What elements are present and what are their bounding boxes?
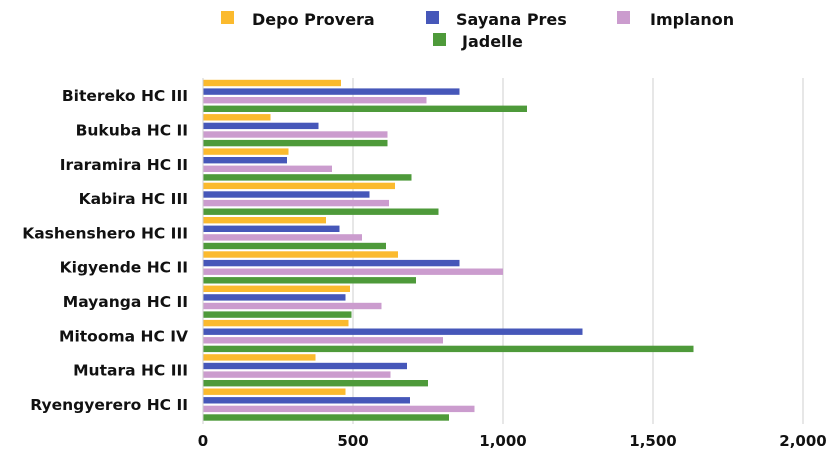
x-tick-label: 2,000 bbox=[779, 432, 826, 450]
category-label: Mutara HC III bbox=[73, 362, 188, 380]
category-label: Iraramira HC II bbox=[60, 156, 188, 174]
category-label: Kabira HC III bbox=[79, 190, 188, 208]
category-label: Kashenshero HC III bbox=[22, 224, 188, 242]
bar bbox=[203, 362, 407, 370]
x-tick-label: 1,000 bbox=[479, 432, 526, 450]
bar bbox=[203, 405, 475, 413]
category-label: Bitereko HC III bbox=[62, 87, 188, 105]
bar bbox=[203, 88, 460, 95]
legend-label: Implanon bbox=[650, 10, 734, 29]
tick-labels: 0 500 1,000 1,500 2,000 bbox=[198, 432, 827, 450]
x-tick-label: 500 bbox=[337, 432, 368, 450]
category-labels: Bitereko HC III Bukuba HC II Iraramira HC … bbox=[22, 87, 188, 414]
bar bbox=[203, 208, 439, 215]
legend: Depo Provera Sayana Pres Implanon Jadelle bbox=[221, 10, 734, 51]
bar bbox=[203, 199, 389, 207]
bar bbox=[203, 217, 326, 224]
bar bbox=[203, 148, 289, 155]
bar bbox=[203, 302, 382, 310]
bars bbox=[203, 79, 694, 421]
legend-label: Jadelle bbox=[461, 32, 523, 51]
bar bbox=[203, 345, 694, 353]
bar bbox=[203, 139, 388, 147]
bar bbox=[203, 114, 271, 121]
bar bbox=[203, 122, 319, 130]
legend-swatch bbox=[617, 11, 630, 24]
bar bbox=[203, 259, 460, 267]
legend-swatch bbox=[221, 11, 234, 24]
bar bbox=[203, 277, 416, 284]
category-label: Kigyende HC II bbox=[60, 259, 188, 277]
bar bbox=[203, 97, 427, 104]
bar bbox=[203, 182, 395, 190]
bar bbox=[203, 251, 398, 258]
legend-label: Sayana Pres bbox=[456, 10, 567, 29]
bar bbox=[203, 337, 443, 344]
bar bbox=[203, 165, 332, 172]
legend-label: Depo Provera bbox=[252, 10, 375, 29]
x-tick-label: 0 bbox=[198, 432, 208, 450]
bar bbox=[203, 285, 350, 292]
category-label: Ryengyerero HC II bbox=[30, 396, 188, 414]
x-tick-label: 1,500 bbox=[629, 432, 676, 450]
bar bbox=[203, 388, 346, 395]
bar bbox=[203, 225, 340, 232]
gridlines bbox=[352, 78, 804, 424]
bar bbox=[203, 414, 449, 421]
category-label: Mayanga HC II bbox=[63, 293, 188, 311]
bar bbox=[203, 294, 346, 301]
bar bbox=[203, 234, 362, 241]
bar bbox=[203, 380, 428, 387]
bar bbox=[203, 371, 391, 378]
category-label: Bukuba HC II bbox=[76, 121, 188, 139]
bar bbox=[203, 319, 349, 327]
bar bbox=[203, 268, 503, 275]
bar bbox=[203, 79, 341, 87]
bar bbox=[203, 397, 410, 404]
category-label: Mitooma HC IV bbox=[59, 327, 188, 345]
bar bbox=[203, 174, 412, 181]
bar bbox=[203, 328, 583, 335]
bar bbox=[203, 105, 527, 112]
bar bbox=[203, 157, 287, 164]
bar bbox=[203, 311, 352, 318]
bar bbox=[203, 191, 370, 198]
bar bbox=[203, 131, 388, 138]
bar bbox=[203, 242, 386, 250]
legend-swatch bbox=[426, 11, 439, 24]
legend-swatch bbox=[433, 33, 446, 46]
bar bbox=[203, 354, 316, 361]
